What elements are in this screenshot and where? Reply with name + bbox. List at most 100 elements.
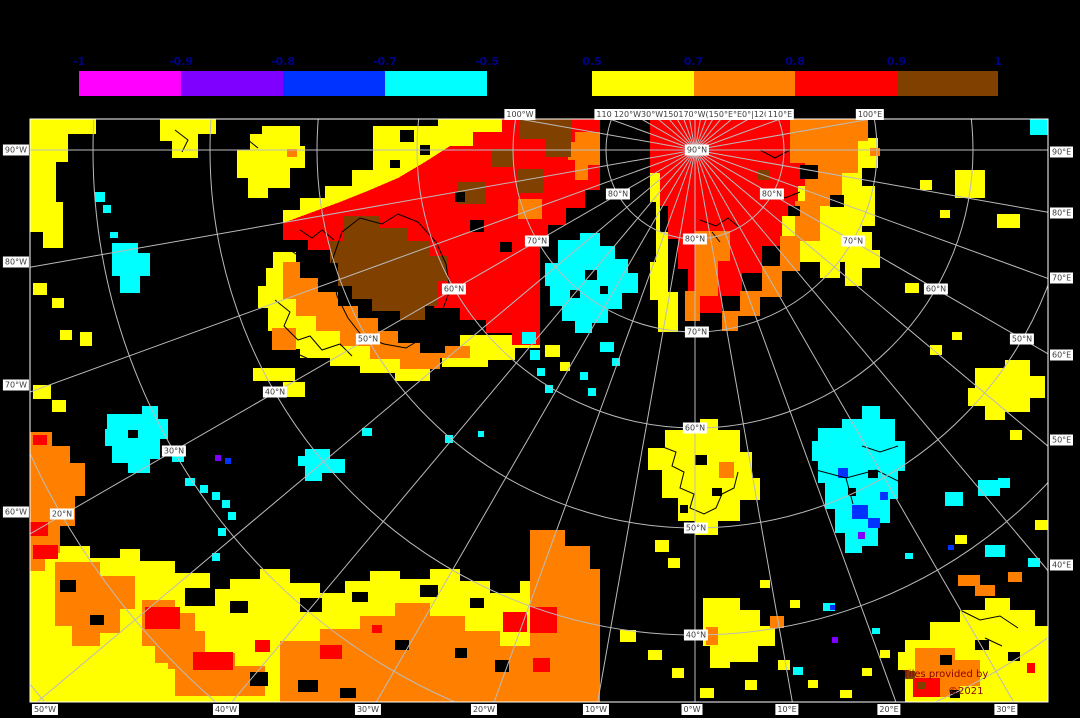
data-cell <box>420 585 438 597</box>
data-patch <box>30 432 85 571</box>
colorbar-positive-tick: 0.8 <box>785 55 805 68</box>
graticule-label: 40°N <box>262 386 288 398</box>
data-cell <box>1008 652 1020 661</box>
coastline <box>662 446 739 515</box>
graticule-label: 70°E <box>1050 272 1074 284</box>
data-cell <box>470 598 484 608</box>
data-patch <box>648 419 760 535</box>
data-cell <box>975 640 989 650</box>
data-cell <box>390 160 400 168</box>
data-cell <box>352 592 368 602</box>
data-cell <box>790 600 800 608</box>
graticule-label: 110°W <box>594 109 626 120</box>
colorbar-negative-tick: -0.8 <box>270 55 296 68</box>
meridian-line <box>694 149 793 702</box>
colorbar-negative-segment-2 <box>283 71 385 96</box>
data-cell <box>193 652 233 670</box>
colorbar-positive-segment-3 <box>896 71 998 96</box>
meridian-line <box>694 149 1048 447</box>
colorbar-negative-tick: -0.9 <box>168 55 194 68</box>
data-cell <box>52 400 66 412</box>
data-cell <box>672 668 684 678</box>
data-patch <box>330 216 447 320</box>
data-cell <box>793 667 803 675</box>
data-cell <box>545 385 553 393</box>
data-cell <box>940 655 952 665</box>
coastline <box>174 129 259 153</box>
data-cell <box>695 455 707 465</box>
graticule-label: 50°E <box>1050 434 1074 446</box>
data-cell <box>80 332 92 346</box>
data-cell <box>570 290 580 298</box>
meridian-line <box>694 149 1048 572</box>
graticule-label: 50°N <box>683 522 709 534</box>
colorbar-negative-segment-1 <box>181 71 283 96</box>
graticule-label: 60°E <box>1050 349 1074 361</box>
data-patch <box>568 132 600 180</box>
data-cell <box>470 220 484 232</box>
data-patch <box>958 575 995 596</box>
data-cell <box>838 468 848 478</box>
graticule-label: 70°N <box>684 326 710 338</box>
data-cell <box>580 372 588 380</box>
colorbar-negative-segment-0 <box>79 71 181 96</box>
colorbar-negative-segment-3 <box>385 71 487 96</box>
data-cell <box>1027 663 1035 673</box>
data-cell <box>913 678 940 697</box>
colorbar-negative-tick: -0.5 <box>474 55 500 68</box>
coastline <box>647 479 665 515</box>
data-cell <box>930 345 942 355</box>
data-cell <box>1035 520 1048 530</box>
graticule-label: 70°N <box>840 235 866 247</box>
data-cell <box>823 603 835 611</box>
data-patch <box>160 119 216 158</box>
meridian-line <box>375 149 696 702</box>
data-cell <box>340 688 356 698</box>
data-patch <box>280 603 598 702</box>
graticule-label: 60°N <box>682 422 708 434</box>
data-cell <box>600 342 614 352</box>
graticule-label: 20°N <box>49 508 75 520</box>
data-cell <box>228 512 236 520</box>
data-cell <box>945 492 963 506</box>
data-cell <box>520 119 572 139</box>
meridian-line <box>597 149 696 702</box>
graticule-label: 40°N <box>683 629 709 641</box>
data-patch <box>838 218 880 286</box>
data-cell <box>845 198 857 206</box>
graticule-label: 10°W <box>582 704 610 715</box>
data-cell <box>200 485 208 493</box>
data-cell <box>545 139 571 157</box>
data-cell <box>128 430 138 438</box>
data-cell <box>145 607 180 629</box>
data-cell <box>1008 572 1022 582</box>
watermark-attribution: Tiles provided by <box>903 669 989 680</box>
colorbar-positive-tick: 1 <box>994 55 1002 68</box>
data-cell <box>700 688 714 698</box>
data-cell <box>706 627 718 645</box>
data-cell <box>455 192 465 202</box>
graticule-label: 80°E <box>1050 207 1074 219</box>
data-patch <box>685 231 730 321</box>
colorbar-positive-tick: 0.7 <box>683 55 704 68</box>
data-cell <box>478 431 484 437</box>
data-cell <box>905 553 913 559</box>
graticule-label: 110°E <box>765 109 795 120</box>
data-cell <box>680 505 688 513</box>
data-cell <box>868 518 880 528</box>
data-cell <box>272 328 296 350</box>
data-cell <box>668 558 680 568</box>
colorbar-positive-segment-2 <box>795 71 897 96</box>
data-cell <box>830 195 844 207</box>
data-cell <box>760 580 770 588</box>
data-cell <box>212 492 220 500</box>
data-cell <box>362 428 372 436</box>
data-cell <box>997 214 1020 228</box>
data-cell <box>745 680 757 690</box>
data-patch <box>298 449 345 481</box>
data-cell <box>298 680 318 692</box>
data-cell <box>530 607 557 633</box>
meridian-line <box>30 149 696 393</box>
